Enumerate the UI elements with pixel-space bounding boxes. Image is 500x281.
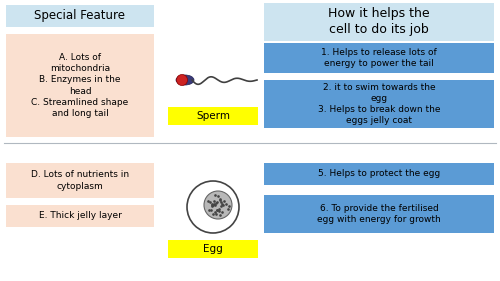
FancyBboxPatch shape [264,80,494,128]
FancyBboxPatch shape [264,163,494,185]
FancyBboxPatch shape [6,34,154,137]
Text: How it helps the
cell to do its job: How it helps the cell to do its job [328,8,430,37]
FancyBboxPatch shape [264,3,494,41]
FancyBboxPatch shape [264,195,494,233]
FancyBboxPatch shape [168,107,258,125]
FancyBboxPatch shape [6,205,154,227]
Text: 6. To provide the fertilised
egg with energy for growth: 6. To provide the fertilised egg with en… [317,204,441,224]
Text: 2. it to swim towards the
egg
3. Helps to break down the
eggs jelly coat: 2. it to swim towards the egg 3. Helps t… [318,83,440,125]
FancyBboxPatch shape [168,240,258,258]
Ellipse shape [176,75,194,85]
Text: 5. Helps to protect the egg: 5. Helps to protect the egg [318,169,440,178]
Text: Egg: Egg [203,244,223,254]
FancyBboxPatch shape [264,43,494,73]
Text: E. Thick jelly layer: E. Thick jelly layer [38,212,121,221]
Text: D. Lots of nutrients in
cytoplasm: D. Lots of nutrients in cytoplasm [31,171,129,191]
FancyBboxPatch shape [6,5,154,27]
Ellipse shape [176,74,188,85]
FancyBboxPatch shape [6,163,154,198]
Text: Special Feature: Special Feature [34,10,126,22]
Text: A. Lots of
mitochondria
B. Enzymes in the
head
C. Streamlined shape
and long tai: A. Lots of mitochondria B. Enzymes in th… [32,53,128,118]
Text: 1. Helps to release lots of
energy to power the tail: 1. Helps to release lots of energy to po… [321,48,437,68]
Text: Sperm: Sperm [196,111,230,121]
Circle shape [204,191,232,219]
